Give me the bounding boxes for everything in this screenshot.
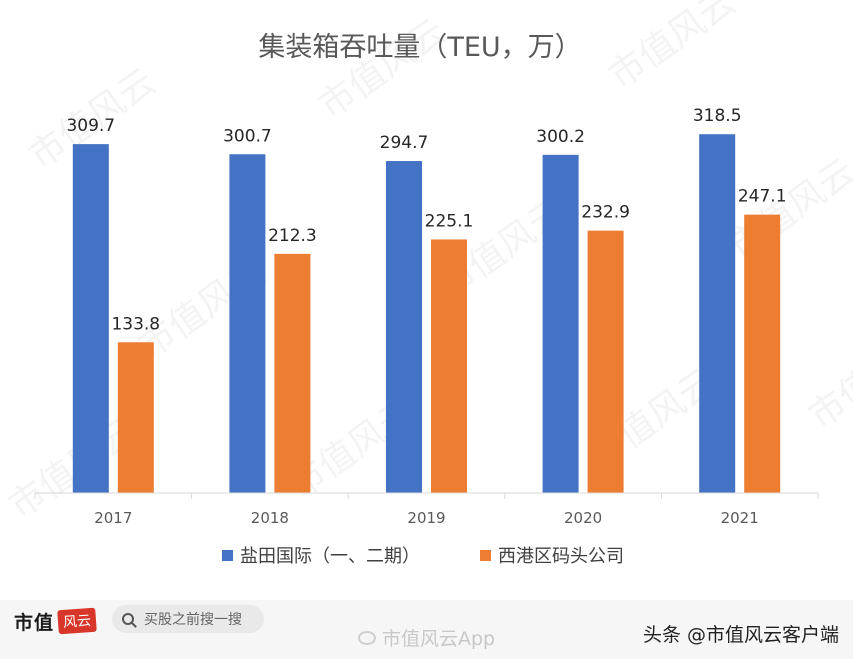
watermark-text: 市值风云 xyxy=(312,11,453,127)
data-label-s0-2019: 294.7 xyxy=(380,133,429,153)
brand-seal: 风云 xyxy=(57,607,97,635)
x-tick-label-2017: 2017 xyxy=(94,509,132,527)
data-label-s1-2021: 247.1 xyxy=(738,187,787,207)
bar-s0-2017 xyxy=(72,144,109,493)
data-label-s0-2018: 300.7 xyxy=(223,126,272,146)
bar-s1-2021 xyxy=(744,214,781,494)
search-input[interactable]: 买股之前搜一搜 xyxy=(112,605,264,633)
bar-s0-2021 xyxy=(699,134,736,493)
legend-swatch-series-0 xyxy=(222,550,233,561)
x-tick-label-2018: 2018 xyxy=(251,509,289,527)
chart-area: 市值风云市值风云市值风云市值风云市值风云市值风云市值风云市值风云市值风云市值风云… xyxy=(2,0,853,567)
legend-swatch-series-1 xyxy=(480,550,491,561)
source-credit: 头条 @市值风云客户端 xyxy=(642,624,839,646)
data-label-s0-2017: 309.7 xyxy=(66,116,115,136)
bar-s1-2020 xyxy=(587,230,624,493)
weibo-watermark: 市值风云App xyxy=(358,624,495,651)
x-tick-layer: 2017 2018 2019 2020 2021 xyxy=(34,493,819,527)
data-label-s1-2018: 212.3 xyxy=(268,226,317,246)
data-label-s1-2020: 232.9 xyxy=(581,203,630,223)
x-tick-label-2020: 2020 xyxy=(564,509,602,527)
weibo-watermark-text: 市值风云App xyxy=(382,628,496,650)
legend: 盐田国际（一、二期） 西港区码头公司 xyxy=(222,546,624,567)
watermark-text: 市值风云 xyxy=(802,321,853,437)
watermark-text: 市值风云 xyxy=(602,0,743,97)
chart-title: 集装箱吞吐量（TEU，万） xyxy=(258,32,581,63)
legend-label-series-0: 盐田国际（一、二期） xyxy=(240,546,420,567)
bars-layer: 309.7 133.8 300.7 212.3 294.7 225.1 300.2 232.9… xyxy=(66,106,787,494)
footer-bar: 市值 风云 买股之前搜一搜 市值风云App 头条 @市值风云客户端 xyxy=(0,600,853,659)
bar-s1-2019 xyxy=(431,239,467,493)
data-label-s0-2020: 300.2 xyxy=(536,127,585,147)
data-label-s0-2021: 318.5 xyxy=(693,106,742,126)
watermark-text: 市值风云 xyxy=(722,151,853,267)
bar-s0-2019 xyxy=(386,161,422,493)
bar-s1-2018 xyxy=(274,253,311,493)
brand-logo[interactable]: 市值 风云 xyxy=(14,607,97,635)
legend-label-series-1: 西港区码头公司 xyxy=(498,546,624,567)
bar-s1-2017 xyxy=(117,342,154,493)
weibo-icon xyxy=(358,630,376,645)
x-tick-label-2021: 2021 xyxy=(721,509,759,527)
bar-s0-2020 xyxy=(542,154,579,493)
data-label-s1-2017: 133.8 xyxy=(111,314,160,334)
x-tick-label-2019: 2019 xyxy=(407,509,445,527)
data-label-s1-2019: 225.1 xyxy=(425,211,474,231)
search-placeholder: 买股之前搜一搜 xyxy=(144,612,242,628)
bar-s0-2018 xyxy=(229,154,266,493)
search-icon xyxy=(122,613,134,625)
chart-svg: 市值风云市值风云市值风云市值风云市值风云市值风云市值风云市值风云市值风云市值风云… xyxy=(2,0,853,567)
brand-text: 市值 xyxy=(14,611,55,634)
